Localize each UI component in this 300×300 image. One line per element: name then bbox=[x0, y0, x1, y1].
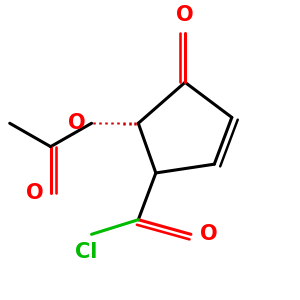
Text: O: O bbox=[26, 183, 43, 203]
Text: Cl: Cl bbox=[74, 242, 97, 262]
Text: O: O bbox=[176, 5, 194, 26]
Text: O: O bbox=[200, 224, 217, 244]
Text: O: O bbox=[68, 113, 86, 133]
